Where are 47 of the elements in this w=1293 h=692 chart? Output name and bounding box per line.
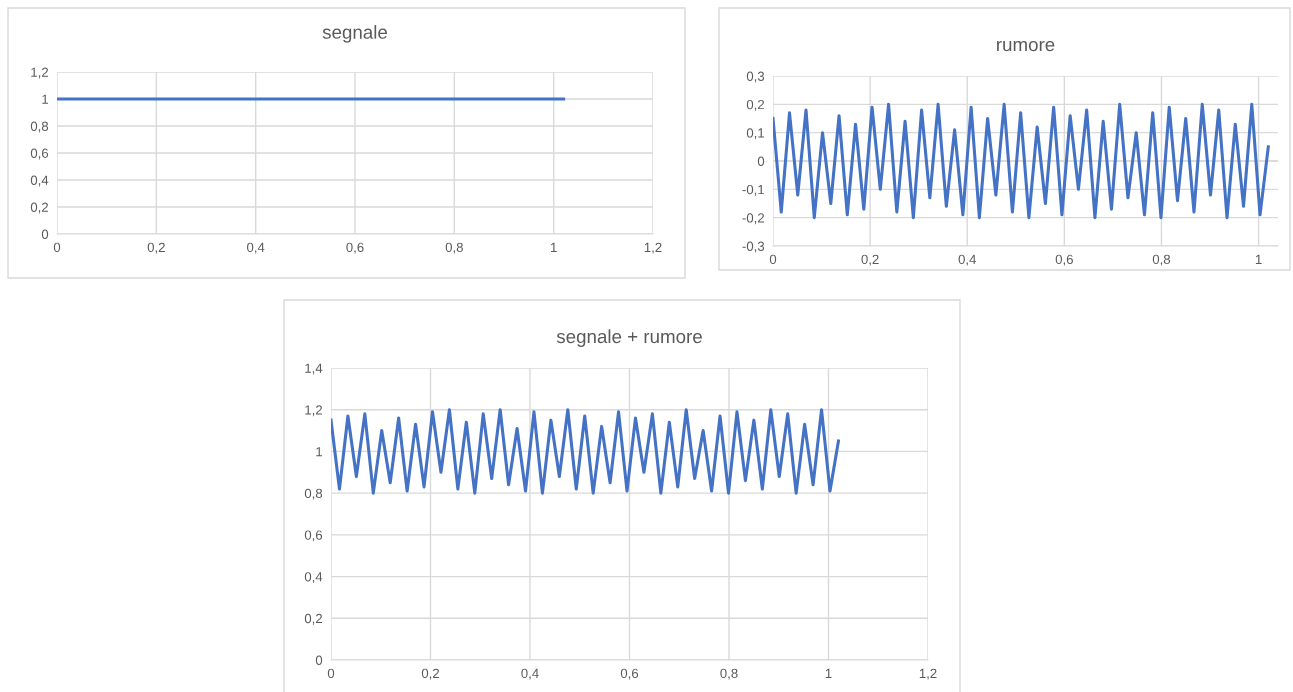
chart-title: segnale + rumore <box>556 329 702 347</box>
line-series <box>773 102 1270 220</box>
y-tick-label: 0,2 <box>304 613 323 625</box>
y-tick-label: -0,1 <box>742 184 765 196</box>
y-tick-label: 1,2 <box>305 405 323 417</box>
y-tick-label: 0 <box>315 655 323 665</box>
y-tick-label: 0 <box>41 229 49 239</box>
x-tick-label: 0,6 <box>620 668 639 680</box>
y-tick-label: 1 <box>316 447 323 457</box>
y-tick-label: -0,2 <box>742 213 765 225</box>
x-tick-label: 0 <box>769 254 777 265</box>
y-tick-label: 0,6 <box>304 530 323 542</box>
x-tick-label: 0,2 <box>861 254 879 266</box>
y-tick-label: 0,8 <box>304 488 323 500</box>
x-tick-label: 1,2 <box>644 242 662 254</box>
y-tick-label: 0,1 <box>746 128 765 140</box>
x-tick-label: 0,8 <box>720 668 738 680</box>
x-tick-label: 0,2 <box>421 668 440 680</box>
y-tick-label: -0,3 <box>742 241 765 253</box>
x-tick-label: 1 <box>1255 254 1262 264</box>
y-tick-label: 1 <box>42 94 49 104</box>
y-tick-label: 0,4 <box>30 175 49 187</box>
x-tick-label: 1 <box>825 668 832 678</box>
x-tick-label: 0,8 <box>445 242 463 254</box>
x-tick-label: 0,4 <box>247 242 265 254</box>
y-tick-label: 1,4 <box>305 363 323 375</box>
x-tick-label: 0,6 <box>1055 254 1073 266</box>
y-tick-label: 0,8 <box>30 121 49 133</box>
x-tick-label: 0,4 <box>521 668 539 680</box>
x-tick-label: 0,2 <box>147 242 165 254</box>
y-tick-label: 0,4 <box>304 572 323 584</box>
chart-title: rumore <box>997 40 1055 52</box>
x-tick-label: 0,8 <box>1152 254 1171 266</box>
y-tick-label: 0,6 <box>30 148 49 160</box>
x-tick-label: 0,4 <box>958 254 977 266</box>
line-series <box>331 408 840 495</box>
x-tick-label: 0,6 <box>346 242 364 254</box>
y-tick-label: 1,2 <box>31 67 49 79</box>
x-tick-label: 0 <box>53 242 61 253</box>
y-tick-label: 0,2 <box>746 99 765 111</box>
y-tick-label: 0,3 <box>746 71 765 83</box>
y-tick-label: 0,2 <box>30 202 49 214</box>
x-tick-label: 1,2 <box>919 668 937 680</box>
y-tick-label: 0 <box>757 156 765 166</box>
chart-title: segnale <box>322 25 388 43</box>
x-tick-label: 1 <box>551 242 557 252</box>
x-tick-label: 0 <box>327 668 335 679</box>
